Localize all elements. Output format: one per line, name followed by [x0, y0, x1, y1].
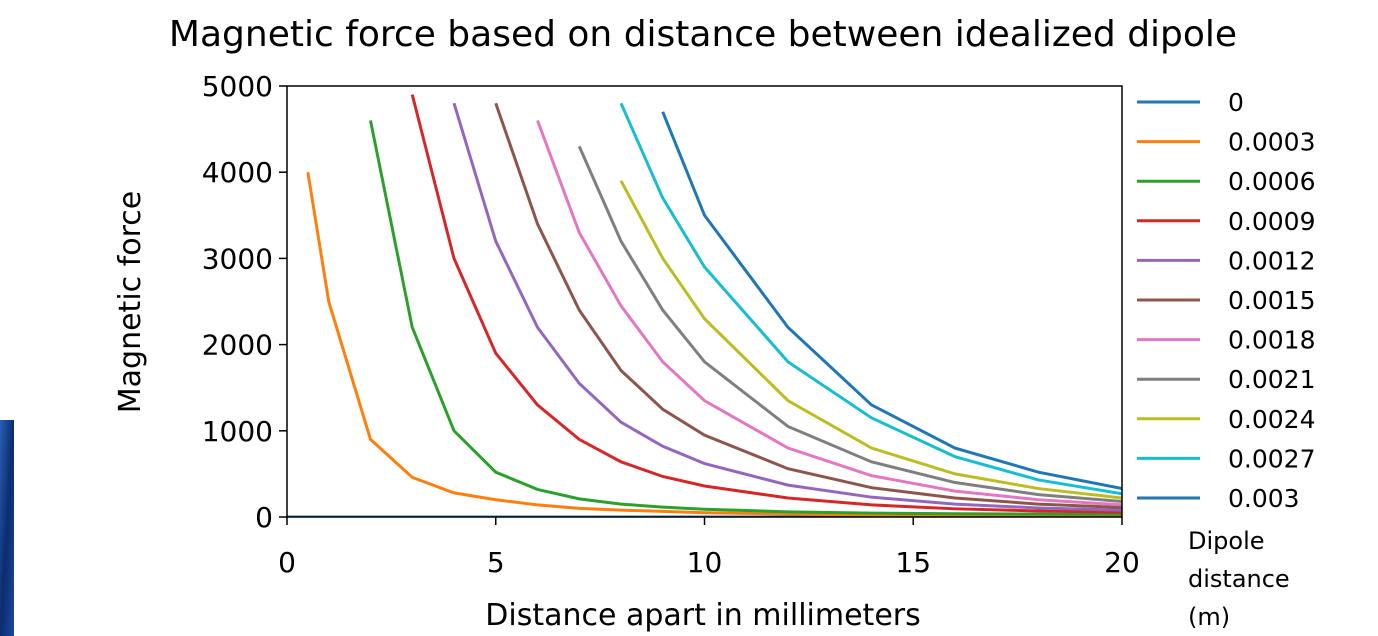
background-image-fragment: [0, 420, 14, 636]
plot-area: [287, 95, 1122, 517]
axes-frame: [287, 86, 1122, 517]
x-tick-label: 10: [687, 546, 723, 579]
x-tick-label: 0: [278, 546, 296, 579]
y-axis-label: Magnetic force: [113, 191, 148, 413]
x-tick-label: 20: [1104, 546, 1140, 579]
legend-label: 0.0003: [1228, 128, 1315, 157]
legend-title: Dipole distance (m): [1188, 522, 1308, 636]
series-line: [621, 103, 1122, 493]
legend-label: 0.0018: [1228, 326, 1315, 355]
x-tick-label: 15: [895, 546, 931, 579]
series-line: [496, 103, 1122, 507]
y-tick-label: 1000: [202, 415, 273, 448]
x-axis-label: Distance apart in millimeters: [485, 598, 920, 633]
legend-label: 0.0009: [1228, 207, 1315, 236]
series-line: [663, 112, 1122, 489]
chart: Magnetic force based on distance between…: [0, 0, 1378, 636]
legend-label: 0.0021: [1228, 365, 1315, 394]
chart-title: Magnetic force based on distance between…: [169, 14, 1237, 55]
page: Magnetic force based on distance between…: [0, 0, 1378, 636]
legend-label: 0.0027: [1228, 444, 1315, 473]
y-tick-label: 3000: [202, 242, 273, 275]
legend-label: 0.0012: [1228, 246, 1315, 275]
x-tick-label: 5: [487, 546, 505, 579]
series-line: [412, 95, 1122, 513]
legend-label: 0: [1228, 88, 1244, 117]
legend-label: 0.0015: [1228, 286, 1315, 315]
y-tick-label: 5000: [202, 70, 273, 103]
y-tick-label: 0: [255, 501, 273, 534]
legend-label: 0.0024: [1228, 405, 1315, 434]
series-line: [538, 120, 1123, 504]
series-line: [371, 120, 1123, 514]
legend-label: 0.0006: [1228, 167, 1315, 196]
y-tick-label: 4000: [202, 156, 273, 189]
legend-label: 0.003: [1228, 484, 1300, 513]
series-line: [621, 181, 1122, 498]
series-line: [308, 172, 1122, 516]
series-line: [579, 146, 1122, 501]
y-tick-label: 2000: [202, 329, 273, 362]
